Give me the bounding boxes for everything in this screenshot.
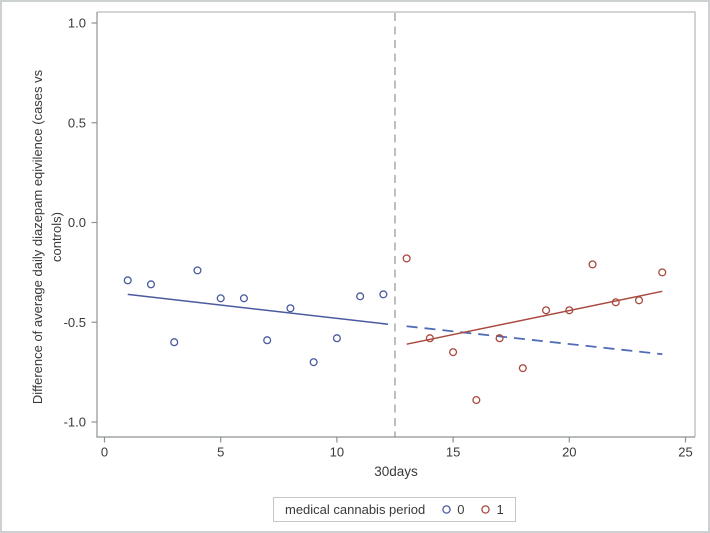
y-axis: 1.0 0.5 0.0 -0.5 -1.0 [64,16,97,430]
legend-entry-label-0: 0 [457,502,465,517]
data-point-period-1 [449,348,458,357]
data-point-period-1 [634,296,644,305]
x-axis: 0 5 10 15 20 25 [101,437,693,460]
y-tick-label: 1.0 [68,16,86,31]
data-point-period-0 [216,294,225,303]
data-points-group [123,254,667,405]
legend-entry-label-1: 1 [496,502,504,517]
data-point-period-0 [123,276,132,285]
data-point-period-0 [309,358,318,367]
data-point-period-1 [518,364,527,373]
x-axis-title: 30days [374,464,418,479]
data-point-period-0 [356,292,365,301]
period-0-counterfactual-line [406,325,663,356]
plot-wall [96,11,696,438]
x-tick-label: 0 [101,445,108,460]
y-tick-label: 0.0 [68,215,86,230]
y-tick-label: -1.0 [64,415,86,430]
x-tick-label: 15 [446,445,460,460]
data-point-period-1 [495,334,504,343]
open-circle-marker-icon [442,505,451,514]
y-axis-title-line-2: controls) [49,212,64,262]
period-0-fit-line [127,293,389,325]
legend-entry-period-0: 0 [441,502,464,517]
data-point-period-1 [472,396,481,405]
x-tick-label: 10 [330,445,344,460]
data-point-period-0 [263,336,272,345]
y-axis-title-line-1: Difference of average daily diazepam eqi… [30,69,45,405]
data-point-period-1 [565,306,574,315]
data-point-period-0 [193,266,202,275]
x-tick-label: 5 [217,445,224,460]
y-axis-title: Difference of average daily diazepam eqi… [28,7,68,467]
period-1-fit-line [406,290,663,345]
data-point-period-0 [332,334,341,343]
data-point-period-1 [402,254,411,263]
fit-lines-group [127,290,663,356]
data-point-period-1 [588,260,597,269]
data-point-period-0 [170,338,179,347]
data-point-period-0 [146,280,156,289]
y-tick-label: 0.5 [68,115,86,130]
x-tick-label: 20 [562,445,576,460]
legend-entry-period-1: 1 [480,502,504,517]
y-tick-label: -0.5 [64,315,86,330]
data-point-period-1 [425,334,434,343]
data-point-period-1 [542,306,551,315]
data-point-period-1 [658,268,667,277]
legend: medical cannabis period 0 1 [273,497,516,522]
open-circle-marker-icon [481,505,491,514]
data-point-period-0 [286,304,295,313]
data-point-period-1 [611,298,620,307]
plot-frame [97,11,696,437]
axis-lines [96,12,695,438]
legend-title: medical cannabis period [285,502,426,517]
data-point-period-0 [379,290,388,299]
data-point-period-0 [239,294,248,303]
x-tick-label: 25 [678,445,692,460]
